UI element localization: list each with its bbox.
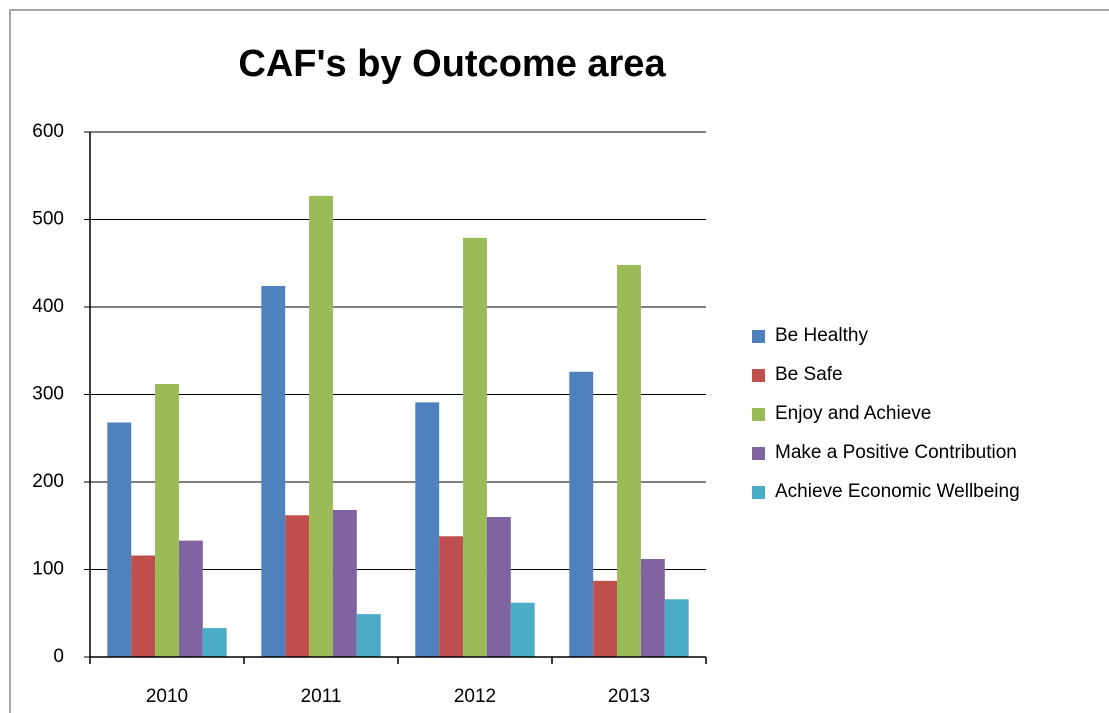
bar xyxy=(131,555,156,657)
bar xyxy=(107,422,132,657)
legend-swatch xyxy=(752,330,765,343)
y-tick-label: 500 xyxy=(32,209,64,230)
legend-swatch xyxy=(752,486,765,499)
bar xyxy=(510,602,535,657)
bar xyxy=(439,536,464,657)
bar xyxy=(640,559,665,657)
legend-label: Be Safe xyxy=(775,364,843,385)
y-tick-label: 100 xyxy=(32,559,64,580)
legend-label: Be Healthy xyxy=(775,325,868,346)
y-tick-label: 200 xyxy=(32,471,64,492)
legend-swatch xyxy=(752,447,765,460)
legend-label: Make a Positive Contribution xyxy=(775,442,1017,463)
bar xyxy=(486,517,511,657)
bar xyxy=(155,384,179,657)
legend-label: Achieve Economic Wellbeing xyxy=(775,481,1020,502)
bar xyxy=(356,614,381,657)
bar xyxy=(261,286,286,657)
y-tick-label: 600 xyxy=(32,121,64,142)
bar xyxy=(593,580,618,657)
bar xyxy=(285,515,310,657)
bar xyxy=(309,195,333,657)
x-tick-label: 2012 xyxy=(454,686,496,707)
y-tick-label: 0 xyxy=(53,646,64,667)
y-tick-label: 400 xyxy=(32,296,64,317)
x-tick-label: 2013 xyxy=(608,686,650,707)
bar xyxy=(178,540,203,657)
legend-label: Enjoy and Achieve xyxy=(775,403,931,424)
bar xyxy=(332,510,357,657)
bar xyxy=(664,599,689,657)
x-tick-label: 2010 xyxy=(146,686,188,707)
bar xyxy=(569,371,594,657)
legend-swatch xyxy=(752,369,765,382)
legend-swatch xyxy=(752,408,765,421)
bar xyxy=(202,628,227,657)
x-tick-label: 2011 xyxy=(301,686,342,707)
chart-title: CAF's by Outcome area xyxy=(238,43,666,85)
bar xyxy=(463,237,487,657)
bar xyxy=(617,265,641,657)
bar xyxy=(415,402,440,657)
y-tick-label: 300 xyxy=(32,384,64,405)
